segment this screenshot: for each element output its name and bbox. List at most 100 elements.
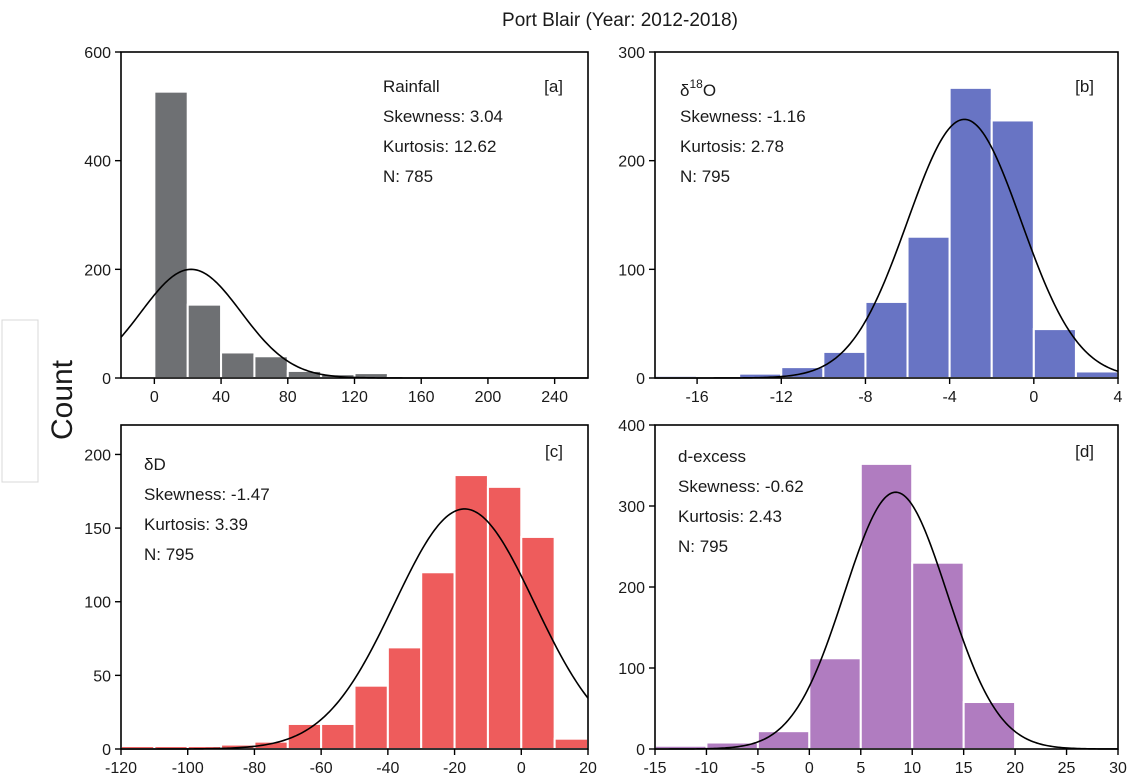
panel-c-n: N: 795	[144, 545, 194, 564]
panel-a-tag: [a]	[544, 77, 563, 96]
panel-a-ytick-label-2: 400	[84, 154, 111, 171]
panel-c-tag: [c]	[545, 442, 563, 461]
panel-d-bar-5	[911, 561, 965, 751]
panel-c-xtick-label-4: -40	[376, 760, 399, 777]
panel-a-bar-3	[253, 355, 289, 379]
panel-c-bar-10	[453, 474, 489, 750]
panel-b-xtick-label-4: 0	[1029, 389, 1038, 406]
panel-c-ytick-label-2: 100	[84, 595, 111, 612]
panel-d-bar-2	[756, 730, 811, 750]
panel-b-skewness: Skewness: -1.16	[680, 107, 806, 126]
panel-c-xtick-label-3: -60	[310, 760, 333, 777]
panel-c-frame	[120, 424, 589, 750]
panel-c-ytick-label-4: 200	[84, 447, 111, 464]
panel-b-xtick-label-5: 4	[1114, 389, 1123, 406]
panel-c-bar-13	[553, 737, 590, 751]
panel-a: 0 40 80 120 160 200 240 0 200 400 600 [a] Rainfall Sk…	[84, 45, 590, 406]
panel-b-bar-5	[864, 300, 909, 379]
panel-b-xtick-label-0: -16	[686, 389, 709, 406]
panel-d-xtick-label-0: -15	[643, 760, 666, 777]
panel-c-ytick-label-1: 50	[93, 668, 111, 685]
panel-c-xtick-label-5: -20	[443, 760, 466, 777]
panel-d-ytick-label-3: 300	[618, 499, 645, 516]
panel-d-fit-curve	[654, 491, 1119, 750]
panel-c-bar-12	[520, 535, 556, 750]
panel-a-kurtosis: Kurtosis: 12.62	[383, 137, 496, 156]
panel-b-xtick-label-1: -12	[770, 389, 793, 406]
panel-a-ytick-label-0: 0	[102, 371, 111, 388]
panel-a-bar-0	[153, 90, 189, 379]
panel-a-xtick-label-0: 0	[150, 389, 159, 406]
panel-c-skewness: Skewness: -1.47	[144, 485, 270, 504]
panel-b-bar-7	[948, 86, 993, 380]
panel-c-kurtosis: Kurtosis: 3.39	[144, 515, 248, 534]
panel-b-ytick-label-0: 0	[636, 371, 645, 388]
panel-b-kurtosis: Kurtosis: 2.78	[680, 137, 784, 156]
panel-a-n: N: 785	[383, 167, 433, 186]
panel-a-ytick-label-1: 200	[84, 262, 111, 279]
panel-a-bar-4	[286, 369, 323, 380]
panel-b-bar-9	[1032, 328, 1077, 380]
panel-c-bar-9	[420, 571, 456, 750]
panel-d-tag: [d]	[1075, 442, 1094, 461]
panel-a-xtick-label-2: 80	[279, 389, 297, 406]
panel-d-xtick-label-4: 5	[856, 760, 865, 777]
panel-c-xtick-label-0: -120	[105, 760, 137, 777]
panel-d-variable-name: d-excess	[678, 447, 746, 466]
panel-d-bar-3	[808, 657, 862, 751]
panel-d-xtick-label-9: 30	[1109, 760, 1127, 777]
panel-d-xtick-label-3: 0	[805, 760, 814, 777]
panel-d-xtick-label-7: 20	[1006, 760, 1024, 777]
panel-c-ytick-label-0: 0	[102, 742, 111, 759]
figure-title: Port Blair (Year: 2012-2018)	[502, 10, 738, 31]
panel-d-ytick-label-4: 400	[618, 418, 645, 435]
panel-b-frame	[654, 51, 1119, 379]
panel-d-xtick-label-6: 15	[955, 760, 973, 777]
panel-c-xtick-label-6: 0	[517, 760, 526, 777]
panel-b: -16 -12 -8 -4 0 4 0 100 200 300 [b] δ18O Skewness: -…	[618, 45, 1122, 406]
panel-b-tag: [b]	[1075, 77, 1094, 96]
y-label-frame	[1, 319, 39, 483]
panel-d-skewness: Skewness: -0.62	[678, 477, 804, 496]
panel-d-ytick-label-0: 0	[636, 742, 645, 759]
panel-a-bar-1	[186, 303, 223, 379]
panel-b-xtick-label-3: -4	[943, 389, 957, 406]
panel-a-xtick-label-4: 160	[408, 389, 435, 406]
panel-a-bar-2	[220, 351, 256, 380]
panel-c-ytick-label-3: 150	[84, 521, 111, 538]
panel-a-skewness: Skewness: 3.04	[383, 107, 503, 126]
panel-a-xtick-label-5: 200	[475, 389, 502, 406]
panel-b-variable-name: δ18O	[680, 77, 716, 100]
panel-d-ytick-label-2: 200	[618, 580, 645, 597]
panel-b-ytick-label-1: 100	[618, 262, 645, 279]
panel-b-bar-4	[822, 350, 867, 380]
panel-d-n: N: 795	[678, 537, 728, 556]
panel-b-xtick-label-2: -8	[858, 389, 872, 406]
panel-c-xtick-label-2: -80	[243, 760, 266, 777]
panel-b-bar-6	[906, 235, 951, 379]
panel-d-xtick-label-1: -10	[695, 760, 718, 777]
panel-a-xtick-label-3: 120	[341, 389, 368, 406]
panels-group: 0 40 80 120 160 200 2400200400600[a]RainfallSk…	[84, 45, 1127, 777]
panel-d-xtick-label-2: -5	[751, 760, 765, 777]
panel-d: -15 -10 -5 0 5 10 15 20 25 300100200300400[d]d-ex…	[618, 418, 1127, 777]
panel-c-xtick-label-7: 20	[579, 760, 597, 777]
panel-d-ytick-label-1: 100	[618, 661, 645, 678]
panel-c-bar-8	[386, 646, 423, 751]
panel-a-xtick-label-1: 40	[212, 389, 230, 406]
panel-c-bar-6	[320, 722, 356, 750]
panel-c-bar-7	[353, 684, 389, 751]
panel-a-ytick-label-3: 600	[84, 45, 111, 62]
panel-c-bar-11	[486, 485, 523, 750]
panel-d-xtick-label-8: 25	[1058, 760, 1076, 777]
panel-a-variable-name: Rainfall	[383, 77, 440, 96]
panel-b-n: N: 795	[680, 167, 730, 186]
panel-c-xtick-label-1: -100	[172, 760, 204, 777]
panel-d-bar-4	[859, 462, 914, 750]
panel-d-kurtosis: Kurtosis: 2.43	[678, 507, 782, 526]
panel-b-ytick-label-3: 300	[618, 45, 645, 62]
panel-c-variable-name: δD	[144, 455, 166, 474]
panel-d-xtick-label-5: 10	[903, 760, 921, 777]
panel-b-bar-10	[1074, 370, 1119, 380]
y-axis-label: Count	[46, 359, 79, 440]
